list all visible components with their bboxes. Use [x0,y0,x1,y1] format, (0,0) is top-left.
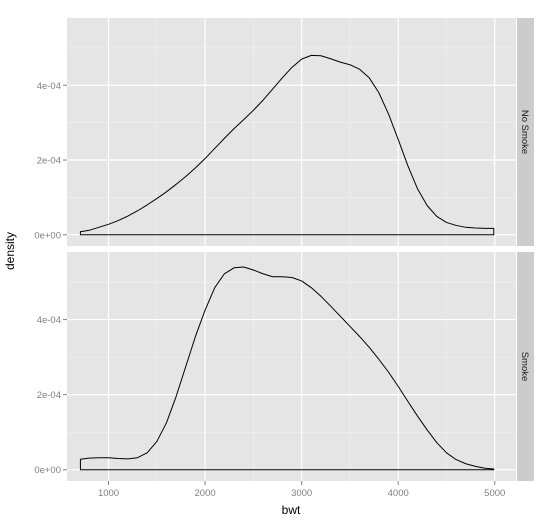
y-tick-label: 0e+00 [34,465,61,476]
facet-strip [517,252,534,481]
facet-layer: 0e+00 2e-04 4e-04 No Smoke 0e+00 2e-04 4e-04 Sm… [34,18,534,499]
x-tick-label: 3000 [291,488,312,499]
density-curve [79,54,495,236]
x-tick-label: 5000 [484,488,505,499]
facet-panel-1: 0e+00 2e-04 4e-04 No Smoke [34,18,534,246]
y-tick-label: 0e+00 [34,230,61,241]
facet-panel-2: 0e+00 2e-04 4e-04 Smoke [34,252,534,481]
y-tick-label: 2e-04 [37,156,61,167]
density-curve [79,266,495,471]
x-tick-label: 4000 [388,488,409,499]
panel-background [67,18,516,246]
facet-strip [517,18,534,246]
x-tick-label: 1000 [98,488,119,499]
facet-strip-label: Smoke [519,352,530,382]
y-tick-label: 4e-04 [37,81,61,92]
y-axis-title: density [3,232,17,270]
x-tick-label: 2000 [195,488,216,499]
facet-strip-label: No Smoke [519,110,530,154]
x-axis-title: bwt [282,503,301,517]
panel-background [67,252,516,481]
y-tick-label: 2e-04 [37,390,61,401]
y-tick-label: 4e-04 [37,315,61,326]
